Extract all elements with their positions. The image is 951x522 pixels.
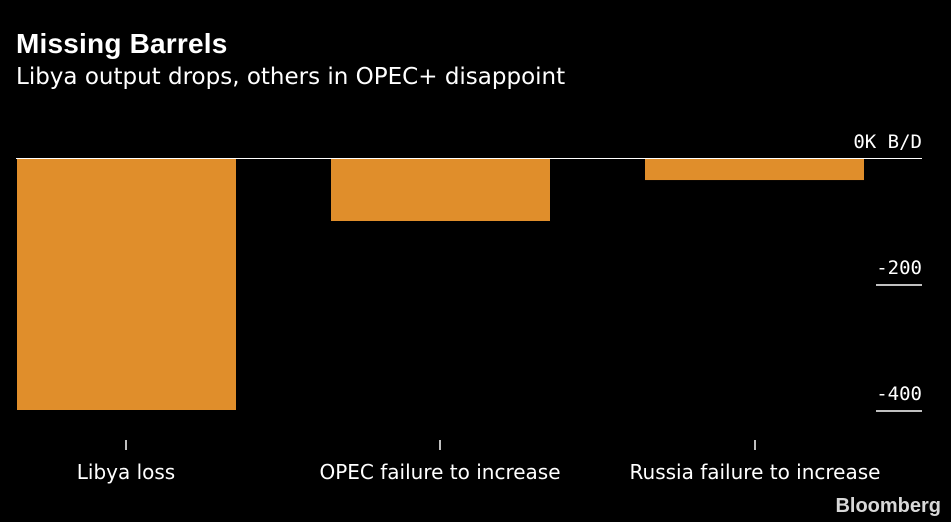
y-tick-label-1: -200	[876, 257, 922, 279]
y-tick-label-0: 0K B/D	[853, 131, 922, 153]
bar-3	[645, 158, 864, 181]
bar-2	[331, 158, 550, 221]
bar-1	[17, 158, 236, 410]
x-category-label-3: Russia failure to increase	[630, 460, 881, 484]
x-category-label-2: OPEC failure to increase	[319, 460, 560, 484]
chart-subtitle: Libya output drops, others in OPEC+ disa…	[16, 64, 566, 90]
bloomberg-logo: Bloomberg	[835, 495, 941, 517]
y-tick-label-2: -400	[876, 383, 922, 405]
chart-title: Missing Barrels	[16, 28, 228, 59]
x-category-label-1: Libya loss	[77, 460, 175, 484]
